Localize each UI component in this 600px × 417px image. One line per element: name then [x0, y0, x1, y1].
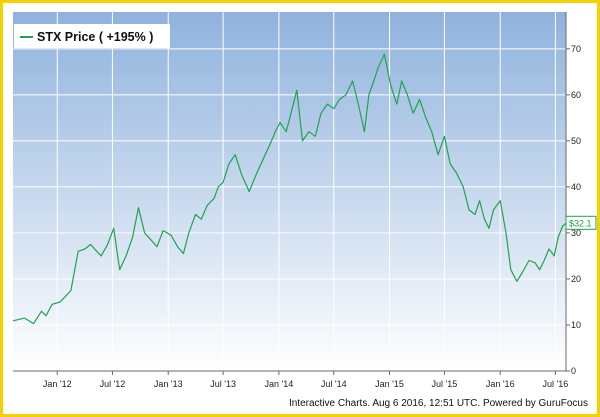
- y-tick-label: 20: [571, 274, 581, 284]
- y-tick-label: 40: [571, 182, 581, 192]
- x-tick-label: Jan '12: [43, 379, 72, 389]
- stx-price-line[interactable]: [12, 53, 567, 325]
- y-tick-label: 50: [571, 136, 581, 146]
- last-value-label: $32.1: [565, 215, 597, 230]
- y-tick-label: 70: [571, 44, 581, 54]
- x-tick-label: Jul '13: [210, 379, 236, 389]
- x-tick-label: Jul '15: [432, 379, 458, 389]
- x-tick-label: Jul '16: [543, 379, 569, 389]
- x-tick-label: Jan '14: [265, 379, 294, 389]
- x-tick-label: Jul '12: [100, 379, 126, 389]
- legend-box: [14, 24, 170, 48]
- legend[interactable]: STX Price ( +195% ): [14, 24, 170, 48]
- plot-background: [13, 12, 566, 371]
- last-value-box: [565, 215, 597, 230]
- y-tick-label: 0: [571, 366, 576, 376]
- y-tick-label: 30: [571, 228, 581, 238]
- y-tick-label: 60: [571, 90, 581, 100]
- y-tick-label: 10: [571, 320, 581, 330]
- x-tick-label: Jan '13: [154, 379, 183, 389]
- legend-label: STX Price ( +195% ): [37, 30, 153, 44]
- x-tick-label: Jan '16: [486, 379, 515, 389]
- series-layer: [12, 53, 567, 325]
- axes: 0 10 20 30 40 50 60 70 Jan '12 Jul '12 Jan '13 Jul …: [13, 12, 581, 389]
- x-tick-label: Jan '15: [375, 379, 404, 389]
- chart-credit: Interactive Charts. Aug 6 2016, 12:51 UT…: [289, 398, 588, 409]
- x-tick-label: Jul '14: [321, 379, 347, 389]
- grid-lines: [13, 12, 566, 371]
- last-value-text: $32.1: [569, 218, 592, 228]
